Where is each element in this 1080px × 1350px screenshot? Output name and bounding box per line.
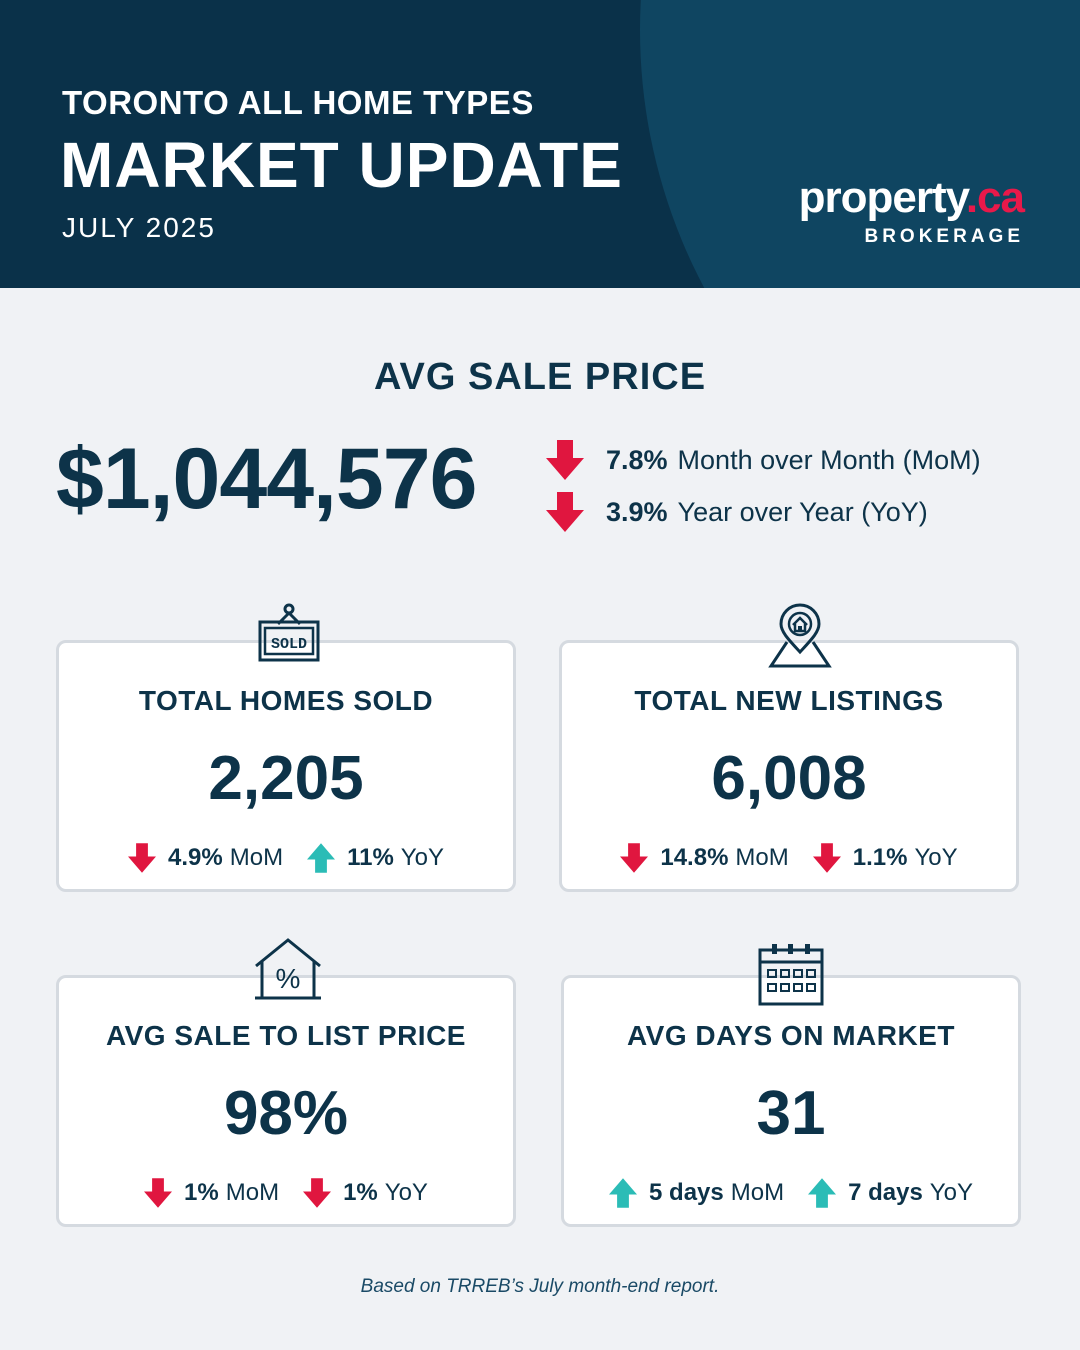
mom-change: 4.9% MoM <box>128 843 283 873</box>
arrow-down-icon <box>128 843 157 873</box>
mom-change: 5 days MoM <box>609 1178 784 1208</box>
avg-sale-mom-value: 7.8% <box>606 444 668 475</box>
card-changes: 14.8% MoM 1.1% YoY <box>562 843 1016 873</box>
mom-label: MoM <box>229 844 284 871</box>
mom-value: 5 days <box>649 1179 724 1206</box>
card-value: 2,205 <box>208 744 364 813</box>
yoy-value: 1% <box>343 1179 378 1206</box>
card-changes: 1% MoM 1% YoY <box>59 1178 513 1208</box>
yoy-value: 11% <box>347 844 394 871</box>
card-title: AVG SALE TO LIST PRICE <box>105 1020 466 1051</box>
calendar-icon <box>758 944 824 1006</box>
arrow-down-icon <box>144 1178 173 1208</box>
sold-sign-icon: SOLD <box>258 603 320 662</box>
footer-note: Based on TRREB’s July month-end report. <box>360 1276 720 1297</box>
stat-card-new-listings: TOTAL NEW LISTINGS 6,008 14.8% MoM 1.1% … <box>559 640 1019 892</box>
arrow-up-icon <box>307 843 336 873</box>
house-percent-icon: % <box>255 938 321 1000</box>
logo-subtext: BROKERAGE <box>864 226 1024 247</box>
yoy-label: YoY <box>929 1179 973 1206</box>
mom-label: MoM <box>225 1179 280 1206</box>
card-title: AVG DAYS ON MARKET <box>627 1020 955 1051</box>
logo-dot: . <box>965 173 978 222</box>
yoy-label: YoY <box>400 844 444 871</box>
stat-card-homes-sold: TOTAL HOMES SOLD 2,205 4.9% MoM 11% YoY <box>56 640 516 892</box>
arrow-down-icon <box>620 843 649 873</box>
logo-main-text: property <box>798 173 967 222</box>
yoy-change: 1.1% YoY <box>812 843 958 873</box>
header-title: MARKET UPDATE <box>60 129 623 201</box>
arrow-up-icon <box>609 1178 638 1208</box>
logo-accent-text: ca <box>977 173 1025 222</box>
brand-logo: property.ca BROKERAGE <box>798 173 1025 248</box>
mom-label: MoM <box>730 1179 785 1206</box>
card-value: 31 <box>756 1079 826 1148</box>
mom-value: 14.8% <box>660 844 729 871</box>
yoy-label: YoY <box>914 844 958 871</box>
card-value: 98% <box>223 1079 349 1148</box>
yoy-change: 1% YoY <box>303 1178 428 1208</box>
card-title: TOTAL HOMES SOLD <box>138 685 434 716</box>
arrow-down-icon <box>546 492 584 532</box>
yoy-value: 1.1% <box>852 844 908 871</box>
stat-card-sale-to-list: AVG SALE TO LIST PRICE 98% 1% MoM 1% YoY <box>56 975 516 1227</box>
avg-sale-price-value: $1,044,576 <box>56 431 477 527</box>
svg-text:%: % <box>276 963 301 994</box>
avg-sale-mom-label: Month over Month (MoM) <box>677 444 981 475</box>
mom-label: MoM <box>735 844 789 871</box>
logo-wordmark: property.ca <box>798 173 1025 222</box>
mom-change: 14.8% MoM <box>620 843 789 873</box>
header-banner: TORONTO ALL HOME TYPES MARKET UPDATE JUL… <box>0 0 1080 288</box>
card-changes: 5 days MoM 7 days YoY <box>564 1178 1018 1208</box>
yoy-label: YoY <box>384 1179 428 1206</box>
arrow-down-icon <box>812 843 841 873</box>
card-value: 6,008 <box>711 744 867 813</box>
avg-sale-mom-change: 7.8% Month over Month (MoM) <box>546 440 981 480</box>
yoy-value: 7 days <box>848 1179 923 1206</box>
header-date: JULY 2025 <box>62 212 216 243</box>
avg-sale-yoy-value: 3.9% <box>606 496 668 527</box>
stat-card-days-on-market: AVG DAYS ON MARKET 31 5 days MoM 7 days … <box>561 975 1021 1227</box>
yoy-change: 7 days YoY <box>808 1178 973 1208</box>
arrow-up-icon <box>808 1178 837 1208</box>
header-subtitle: TORONTO ALL HOME TYPES <box>62 84 534 121</box>
arrow-down-icon <box>546 440 584 480</box>
svg-text:SOLD: SOLD <box>271 636 307 653</box>
mom-change: 1% MoM <box>144 1178 279 1208</box>
header-arc-shape <box>640 0 1080 288</box>
card-changes: 4.9% MoM 11% YoY <box>59 843 513 873</box>
mom-value: 4.9% <box>168 844 223 871</box>
card-title: TOTAL NEW LISTINGS <box>634 685 944 716</box>
avg-sale-price-title: AVG SALE PRICE <box>373 356 707 398</box>
avg-sale-yoy-change: 3.9% Year over Year (YoY) <box>546 492 928 532</box>
mom-value: 1% <box>184 1179 219 1206</box>
yoy-change: 11% YoY <box>307 843 444 873</box>
arrow-down-icon <box>303 1178 332 1208</box>
avg-sale-yoy-label: Year over Year (YoY) <box>677 496 928 527</box>
location-pin-home-icon <box>768 603 832 668</box>
